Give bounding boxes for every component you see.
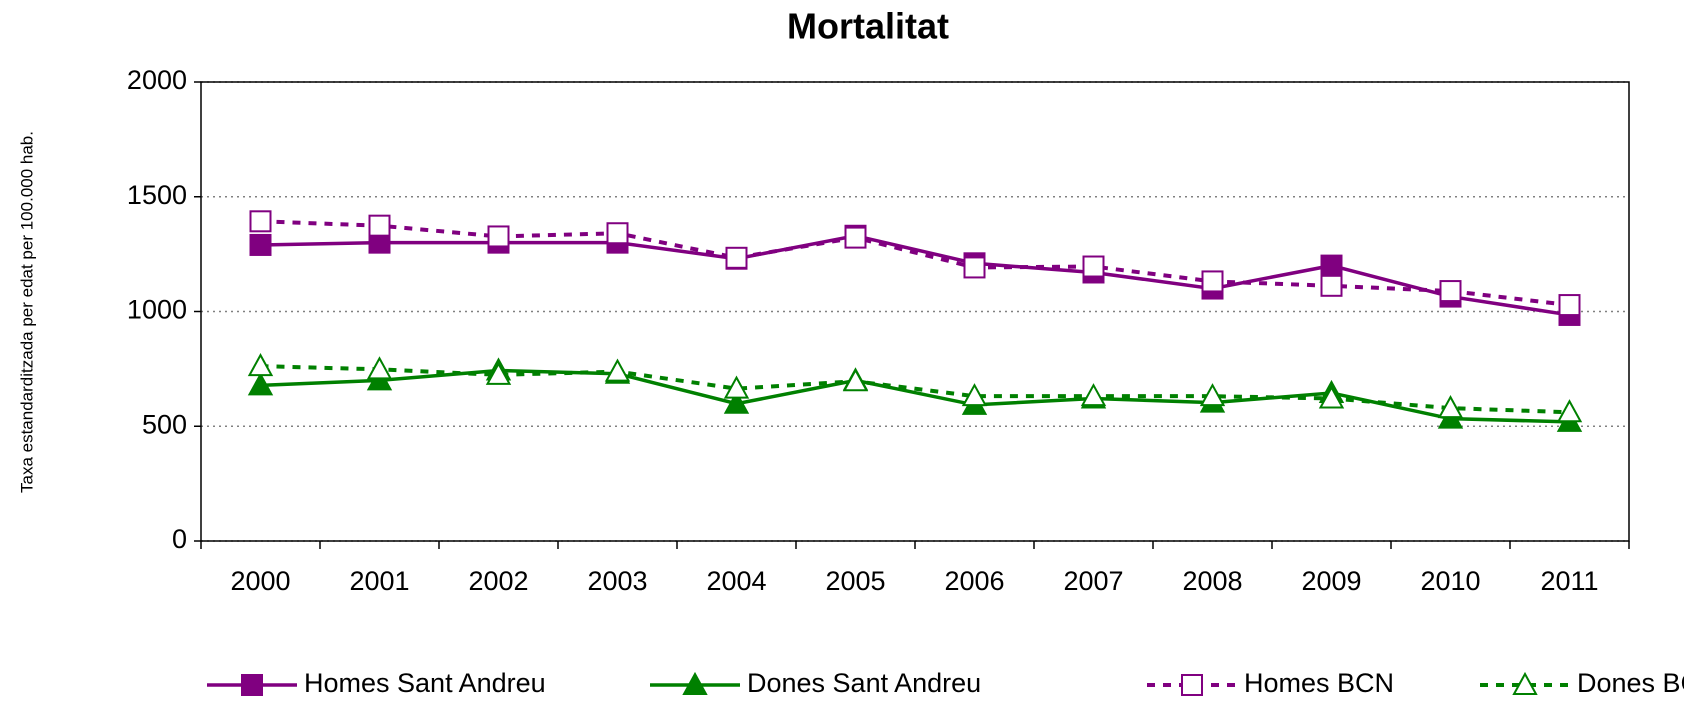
x-tick-label: 2011 [1540, 566, 1598, 596]
x-tick-label: 2008 [1182, 566, 1242, 596]
x-tick-label: 2009 [1301, 566, 1361, 596]
legend-item: Homes Sant Andreu [207, 668, 546, 698]
x-tick-label: 2010 [1420, 566, 1480, 596]
chart-title: Mortalitat [787, 6, 949, 47]
series-line [260, 233, 1570, 317]
marker [1199, 383, 1226, 407]
legend-item: Homes BCN [1147, 668, 1394, 698]
marker [487, 225, 510, 248]
series-line [260, 364, 1570, 415]
marker [842, 368, 869, 392]
series-line [260, 368, 1570, 424]
marker [249, 233, 272, 256]
marker [241, 674, 263, 696]
marker [1556, 399, 1583, 423]
legend-label: Dones Sant Andreu [747, 668, 981, 698]
marker [723, 375, 750, 399]
x-tick-label: 2000 [230, 566, 290, 596]
legend-label: Homes Sant Andreu [304, 668, 546, 698]
marker [1320, 254, 1343, 277]
series-line [260, 219, 1570, 308]
marker [1558, 294, 1581, 317]
marker [366, 356, 393, 380]
marker [963, 256, 986, 279]
marker [725, 246, 748, 269]
y-tick-label: 1500 [127, 180, 187, 210]
marker [961, 383, 988, 407]
y-tick-label: 500 [142, 409, 187, 439]
marker [249, 210, 272, 233]
legend-item: Dones BCN [1480, 668, 1684, 698]
series [247, 353, 1583, 423]
y-tick-label: 0 [172, 524, 187, 554]
marker [844, 226, 867, 249]
legend-item: Dones Sant Andreu [650, 668, 981, 698]
marker [606, 222, 629, 245]
x-tick-label: 2001 [349, 566, 409, 596]
x-tick-label: 2006 [944, 566, 1004, 596]
marker [1439, 280, 1462, 303]
series [249, 210, 1581, 317]
marker [1320, 274, 1343, 297]
marker [247, 353, 274, 377]
series [247, 357, 1583, 432]
marker [1437, 395, 1464, 419]
marker [682, 671, 708, 695]
y-tick-label: 1000 [127, 295, 187, 325]
x-tick-label: 2002 [468, 566, 528, 596]
legend-label: Homes BCN [1244, 668, 1394, 698]
legend-label: Dones BCN [1577, 668, 1684, 698]
marker [723, 390, 750, 414]
marker [368, 214, 391, 237]
marker [1181, 674, 1203, 696]
series [249, 224, 1581, 326]
x-tick-label: 2003 [587, 566, 647, 596]
y-axis-label: Taxa estandarditzada per edat per 100.00… [17, 131, 36, 493]
marker [1080, 383, 1107, 407]
marker [485, 361, 512, 385]
x-tick-label: 2007 [1063, 566, 1123, 596]
x-tick-label: 2004 [706, 566, 766, 596]
marker [366, 367, 393, 391]
marker [604, 358, 631, 382]
marker [1512, 671, 1538, 695]
marker [247, 372, 274, 396]
marker [1201, 270, 1224, 293]
marker [1082, 255, 1105, 278]
marker [1318, 385, 1345, 409]
y-tick-label: 2000 [127, 65, 187, 95]
x-tick-label: 2005 [825, 566, 885, 596]
